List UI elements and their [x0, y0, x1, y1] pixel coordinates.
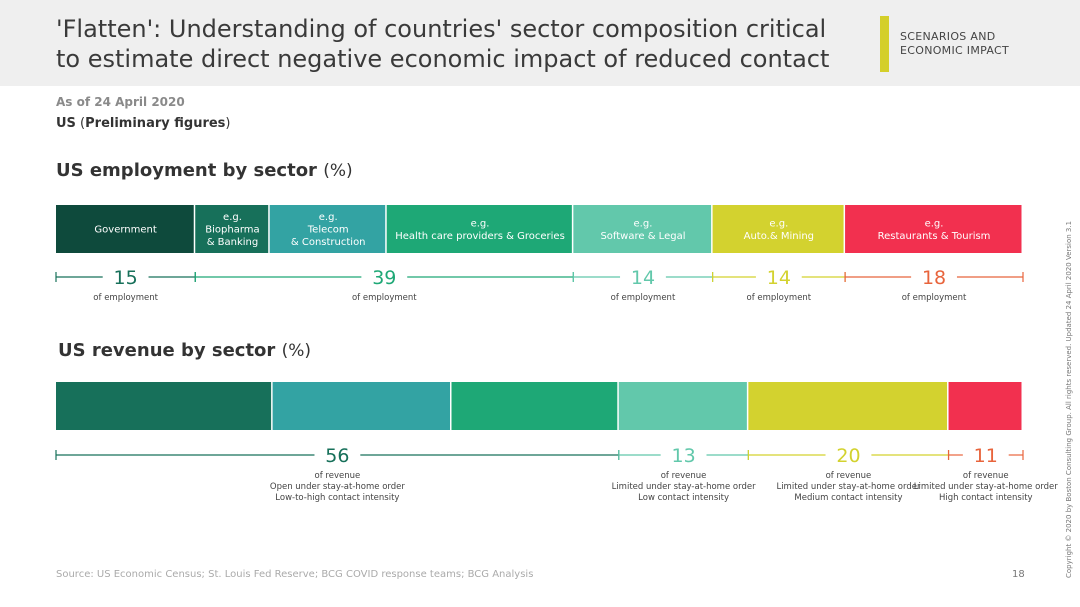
employment-segment-label: e.g. [223, 212, 242, 223]
subject-paren-close: ) [225, 116, 231, 131]
revenue-bar-segment [948, 382, 1022, 430]
revenue-data-caption: of revenue [826, 471, 872, 481]
revenue-data-caption: Low contact intensity [638, 493, 729, 503]
employment-segment-label: e.g. [319, 212, 338, 223]
employment-segment-label: Restaurants & Tourism [878, 231, 991, 242]
employment-segment-label: Telecom [307, 225, 349, 236]
revenue-bar-segment [748, 382, 948, 430]
revenue-data-caption: Low-to-high contact intensity [275, 493, 399, 503]
employment-title-unit: (%) [323, 161, 353, 181]
revenue-data-value: 56 [325, 445, 349, 467]
employment-segment-label: e.g. [634, 218, 653, 229]
employment-segment-label: & Banking [207, 237, 259, 248]
employment-bar-segment [269, 205, 386, 253]
employment-segment-label: e.g. [925, 218, 944, 229]
revenue-bar-segment [618, 382, 747, 430]
page-number: 18 [1012, 569, 1025, 580]
revenue-bar-segment [272, 382, 451, 430]
employment-chart-title: US employment by sector (%) [56, 160, 353, 181]
subject-label: US (Preliminary figures) [56, 116, 231, 131]
employment-bar-segment [712, 205, 844, 253]
revenue-bar-segment [56, 382, 272, 430]
employment-data-caption: of employment [747, 293, 812, 303]
revenue-data-caption: of revenue [963, 471, 1009, 481]
subject-paren-open: ( [75, 116, 86, 131]
as-of-date: As of 24 April 2020 [56, 95, 185, 109]
source-note: Source: US Economic Census; St. Louis Fe… [56, 569, 534, 580]
title-line-1: 'Flatten': Understanding of countries' s… [56, 15, 827, 43]
revenue-data-caption: of revenue [315, 471, 361, 481]
revenue-title-text: US revenue by sector [58, 340, 276, 361]
subject-qualifier: Preliminary figures [85, 116, 226, 131]
employment-bar-segment [845, 205, 1022, 253]
revenue-data-value: 20 [836, 445, 860, 467]
section-tag-line-1: SCENARIOS AND [900, 30, 996, 43]
page-title: 'Flatten': Understanding of countries' s… [56, 14, 856, 74]
employment-segment-label: Health care providers & Groceries [395, 231, 565, 242]
header-band [0, 0, 1080, 86]
revenue-title-unit: (%) [281, 341, 312, 361]
revenue-data-value: 13 [671, 445, 695, 467]
revenue-data-caption: of revenue [661, 471, 707, 481]
employment-title-text: US employment by sector [56, 160, 317, 181]
revenue-data-value: 11 [974, 445, 998, 467]
subject-country: US [56, 116, 76, 131]
employment-segment-label: Biopharma [205, 225, 259, 236]
employment-bar-segment [386, 205, 572, 253]
employment-data-value: 15 [114, 267, 138, 289]
revenue-data-caption: Limited under stay-at-home order [776, 482, 920, 492]
employment-data-caption: of employment [93, 293, 158, 303]
revenue-data-caption: Limited under stay-at-home order [612, 482, 756, 492]
copyright-note: Copyright © 2020 by Boston Consulting Gr… [1065, 220, 1073, 578]
section-tag: SCENARIOS AND ECONOMIC IMPACT [900, 30, 1009, 58]
employment-data-caption: of employment [902, 293, 967, 303]
employment-segment-label: & Construction [291, 237, 366, 248]
employment-data-value: 14 [631, 267, 655, 289]
revenue-data-caption: Limited under stay-at-home order [914, 482, 1058, 492]
employment-segment-label: e.g. [471, 218, 490, 229]
employment-segment-label: e.g. [769, 218, 788, 229]
employment-data-value: 14 [767, 267, 791, 289]
title-line-2: to estimate direct negative economic imp… [56, 45, 830, 73]
section-accent-bar [880, 16, 889, 72]
employment-segment-label: Government [94, 225, 156, 236]
employment-bar-segment [195, 205, 269, 253]
employment-data-value: 39 [372, 267, 396, 289]
revenue-data-caption: High contact intensity [939, 493, 1033, 503]
employment-data-caption: of employment [352, 293, 417, 303]
revenue-data-caption: Medium contact intensity [794, 493, 902, 503]
revenue-bar-segment [451, 382, 618, 430]
employment-bar-segment [56, 205, 194, 253]
employment-data-caption: of employment [611, 293, 676, 303]
employment-segment-label: Software & Legal [600, 231, 685, 242]
revenue-data-caption: Open under stay-at-home order [270, 482, 405, 492]
revenue-chart-title: US revenue by sector (%) [58, 340, 311, 361]
employment-bar-segment [573, 205, 712, 253]
section-tag-line-2: ECONOMIC IMPACT [900, 44, 1009, 57]
employment-segment-label: Auto.& Mining [744, 231, 814, 242]
employment-data-value: 18 [922, 267, 946, 289]
